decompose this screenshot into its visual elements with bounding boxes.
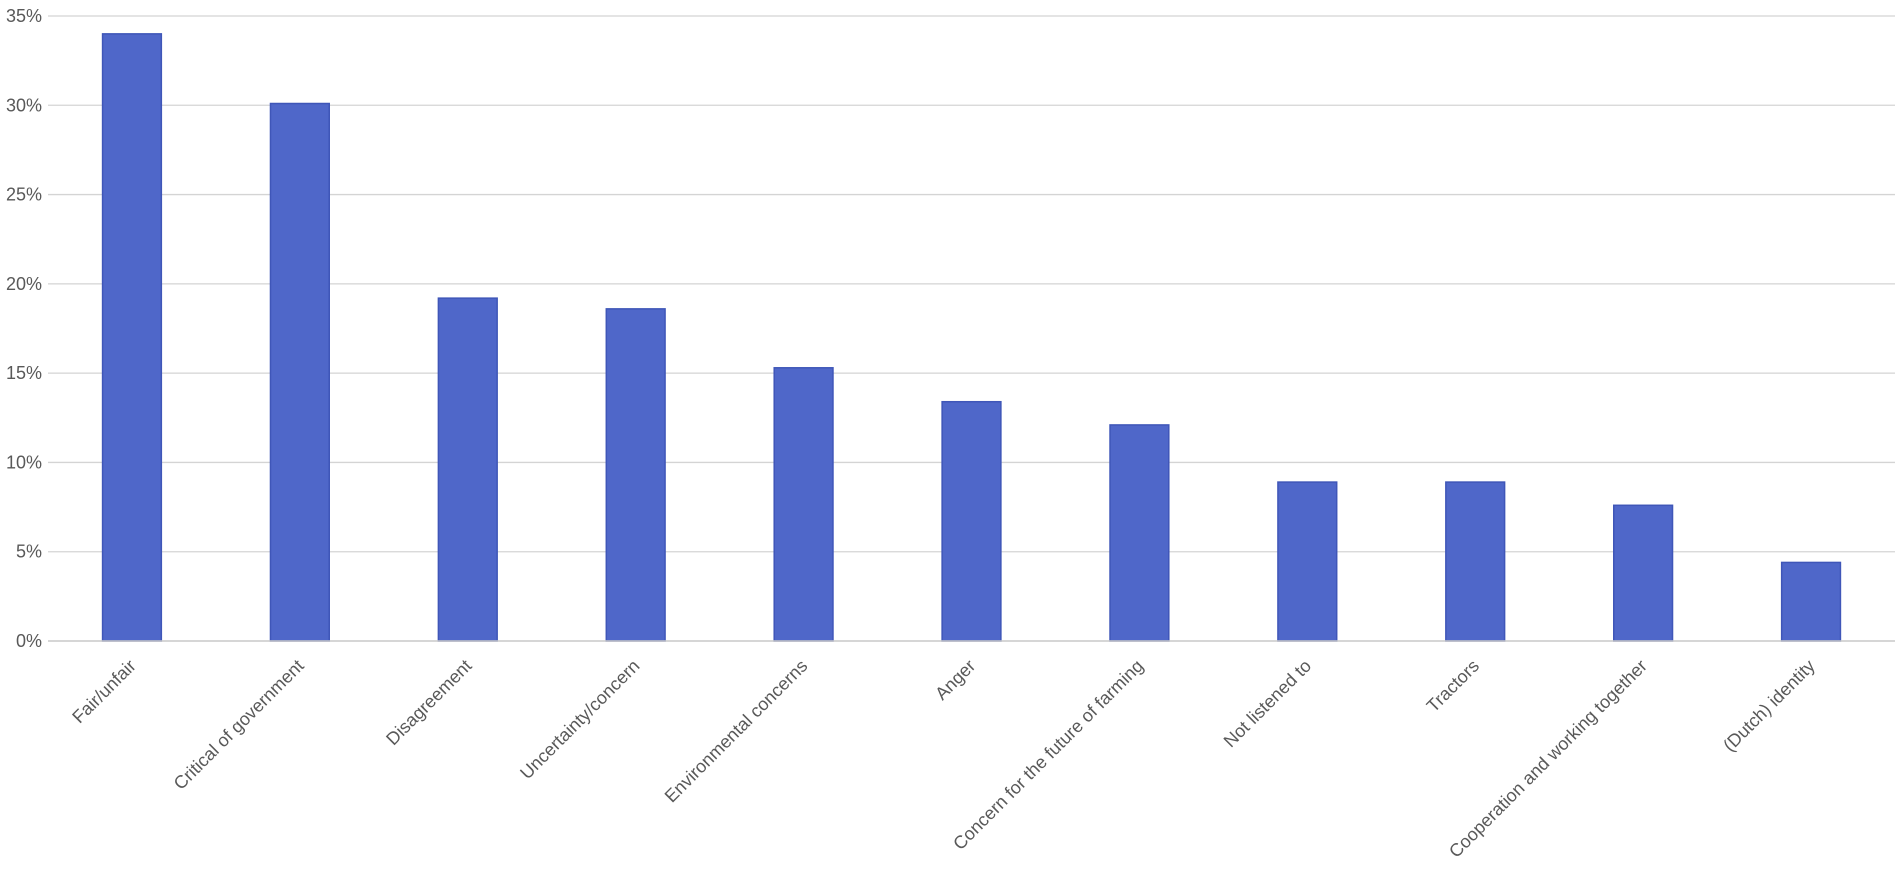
gridlines — [48, 15, 1895, 553]
x-category-label: Anger — [931, 656, 979, 704]
y-tick-label: 5% — [16, 542, 42, 562]
x-category-label: Not listened to — [1220, 656, 1316, 752]
x-category-label: Tractors — [1423, 656, 1483, 716]
bar — [773, 367, 834, 642]
y-tick-label: 10% — [6, 452, 42, 472]
bar — [941, 400, 1002, 642]
y-axis-tick-labels: 0% 5% 10% 15% 20% 25% 30% 35% — [6, 6, 42, 651]
bar — [437, 297, 498, 642]
x-category-label: Critical of government — [170, 656, 308, 794]
bar — [1109, 424, 1170, 642]
y-tick-label: 35% — [6, 6, 42, 26]
y-tick-label: 15% — [6, 363, 42, 383]
bar — [1277, 481, 1338, 642]
x-category-label: Fair/unfair — [68, 656, 139, 727]
bar — [1780, 561, 1842, 642]
bar — [1613, 504, 1674, 642]
x-category-label: Concern for the future of farming — [949, 656, 1147, 854]
x-axis-category-labels: Fair/unfair Critical of government Disagre… — [68, 656, 1819, 862]
bars — [101, 33, 1842, 642]
bar — [605, 308, 666, 642]
x-category-label: Cooperation and working together — [1445, 656, 1651, 862]
bar — [101, 33, 163, 642]
y-tick-label: 20% — [6, 274, 42, 294]
y-tick-label: 0% — [16, 631, 42, 651]
x-category-label: Environmental concerns — [661, 656, 812, 807]
y-tick-label: 25% — [6, 185, 42, 205]
bar — [269, 102, 330, 642]
y-tick-label: 30% — [6, 95, 42, 115]
x-category-label: (Dutch) identity — [1719, 656, 1819, 756]
bar — [1445, 481, 1506, 642]
x-category-label: Uncertainty/concern — [516, 656, 643, 783]
x-category-label: Disagreement — [382, 656, 475, 749]
